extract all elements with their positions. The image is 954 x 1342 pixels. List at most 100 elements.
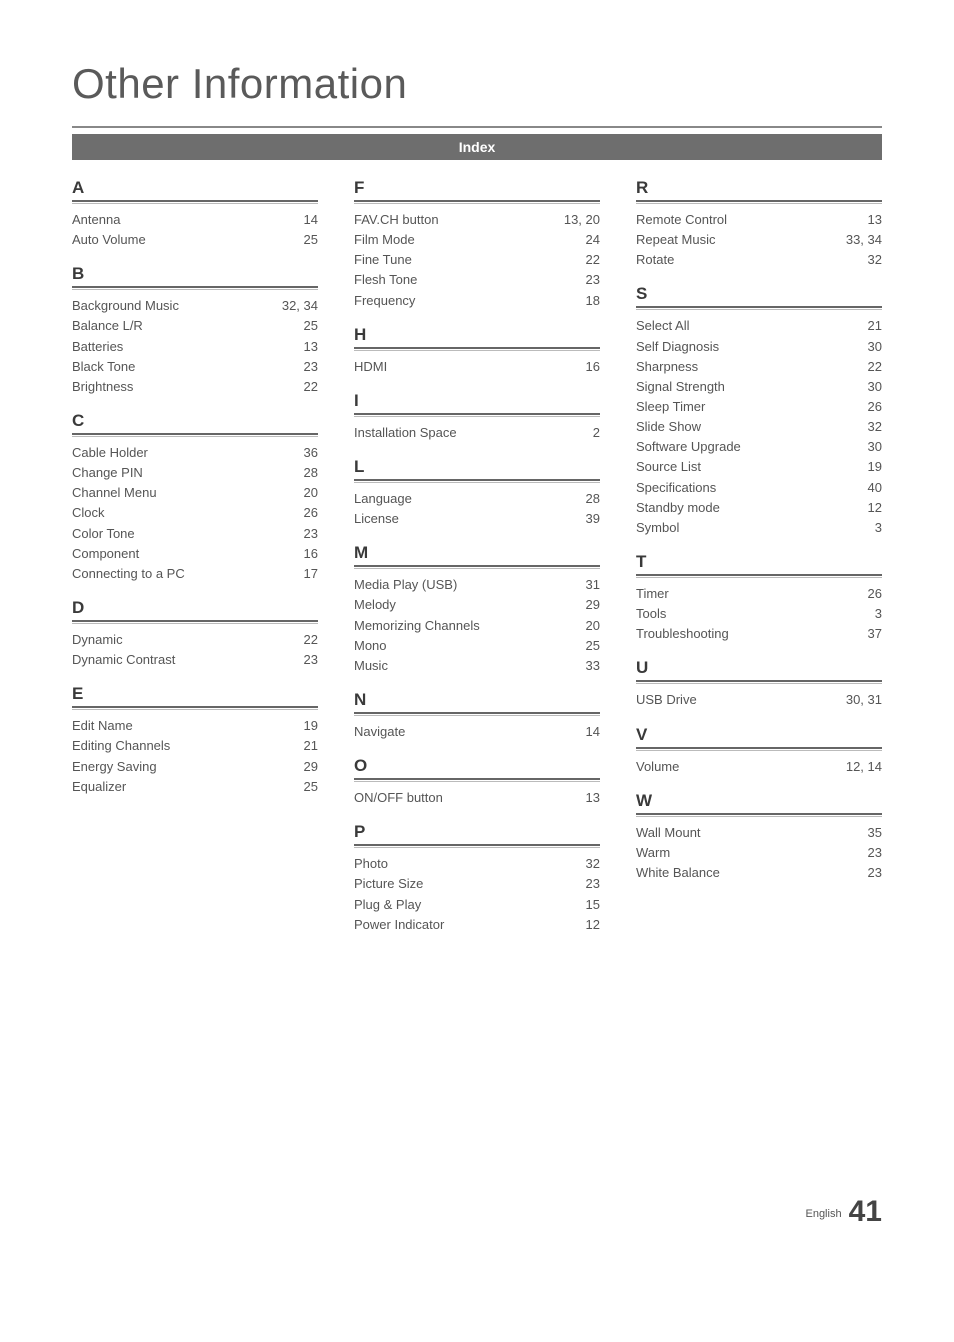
index-entry-term: Fine Tune [354,250,578,270]
index-entry-term: Self Diagnosis [636,337,860,357]
index-entry: Color Tone23 [72,524,318,544]
section-rule-light [354,781,600,782]
index-entry-term: Mono [354,636,578,656]
index-entry-pages: 25 [296,316,318,336]
index-entry-term: License [354,509,578,529]
index-entry-term: Connecting to a PC [72,564,296,584]
index-entry-pages: 13 [860,210,882,230]
index-entry-term: Brightness [72,377,296,397]
index-entry-pages: 12, 14 [838,757,882,777]
index-entry: Timer26 [636,584,882,604]
index-entry-term: Black Tone [72,357,296,377]
index-entry-pages: 30 [860,377,882,397]
index-banner: Index [72,134,882,160]
index-entry-pages: 23 [296,524,318,544]
index-entry: Editing Channels21 [72,736,318,756]
index-entry-term: Balance L/R [72,316,296,336]
section-rule-light [72,203,318,204]
index-entry-pages: 24 [578,230,600,250]
index-entry-pages: 26 [860,584,882,604]
index-entry: Wall Mount35 [636,823,882,843]
index-entry-pages: 36 [296,443,318,463]
section-letter: E [72,684,318,704]
section-rule-light [636,816,882,817]
index-entry-term: Standby mode [636,498,860,518]
section-letter: D [72,598,318,618]
section-rule-dark [354,778,600,780]
index-entry-term: Plug & Play [354,895,578,915]
section-rule-dark [636,574,882,576]
index-entry-term: Power Indicator [354,915,578,935]
section-rule-light [72,709,318,710]
index-entry: Frequency18 [354,291,600,311]
index-entry: Melody29 [354,595,600,615]
index-entry: Background Music32, 34 [72,296,318,316]
section-rule-dark [72,620,318,622]
index-entry-term: Film Mode [354,230,578,250]
index-entry-term: Troubleshooting [636,624,860,644]
index-entry-term: Equalizer [72,777,296,797]
index-entry-pages: 23 [578,874,600,894]
index-entry: Volume12, 14 [636,757,882,777]
index-entry-pages: 31 [578,575,600,595]
index-entry: License39 [354,509,600,529]
index-entry-pages: 30 [860,337,882,357]
index-entry: Rotate32 [636,250,882,270]
section-letter: P [354,822,600,842]
title-rule [72,126,882,128]
index-entry: Batteries13 [72,337,318,357]
index-entry: Self Diagnosis30 [636,337,882,357]
index-entry-term: Warm [636,843,860,863]
index-entry: Music33 [354,656,600,676]
page-title: Other Information [72,60,882,108]
index-entry: Auto Volume25 [72,230,318,250]
index-entry-pages: 16 [296,544,318,564]
index-entry: Media Play (USB)31 [354,575,600,595]
section-rule-dark [72,286,318,288]
index-entry-pages: 16 [578,357,600,377]
footer-language: English [805,1208,841,1220]
index-entry: Power Indicator12 [354,915,600,935]
index-entry-pages: 23 [296,650,318,670]
index-entry-pages: 12 [860,498,882,518]
index-entry-term: USB Drive [636,690,838,710]
index-entry-term: Specifications [636,478,860,498]
index-entry: HDMI16 [354,357,600,377]
index-entry: Change PIN28 [72,463,318,483]
index-entry-pages: 20 [296,483,318,503]
index-entry: Clock26 [72,503,318,523]
index-entry-term: Photo [354,854,578,874]
index-entry: Software Upgrade30 [636,437,882,457]
index-entry: Source List19 [636,457,882,477]
index-entry-pages: 28 [296,463,318,483]
index-entry: Tools3 [636,604,882,624]
section-rule-dark [354,479,600,481]
index-entry: FAV.CH button13, 20 [354,210,600,230]
index-entry-pages: 13, 20 [556,210,600,230]
index-entry-term: Signal Strength [636,377,860,397]
page-footer: English 41 [72,1195,882,1229]
index-entry-pages: 35 [860,823,882,843]
index-entry-pages: 29 [296,757,318,777]
index-entry: Dynamic22 [72,630,318,650]
index-entry-term: Color Tone [72,524,296,544]
section-rule-dark [354,347,600,349]
section-letter: H [354,325,600,345]
index-entry-term: Batteries [72,337,296,357]
section-letter: U [636,658,882,678]
section-rule-light [354,482,600,483]
index-entry-pages: 22 [296,630,318,650]
section-letter: N [354,690,600,710]
index-entry-term: Edit Name [72,716,296,736]
index-entry-pages: 26 [296,503,318,523]
index-entry: Edit Name19 [72,716,318,736]
index-entry-term: Clock [72,503,296,523]
index-entry-pages: 26 [860,397,882,417]
index-entry: Channel Menu20 [72,483,318,503]
index-entry-term: Change PIN [72,463,296,483]
section-rule-light [636,683,882,684]
index-column: FFAV.CH button13, 20Film Mode24Fine Tune… [354,178,600,935]
index-entry-pages: 17 [296,564,318,584]
index-entry: Film Mode24 [354,230,600,250]
section-letter: M [354,543,600,563]
